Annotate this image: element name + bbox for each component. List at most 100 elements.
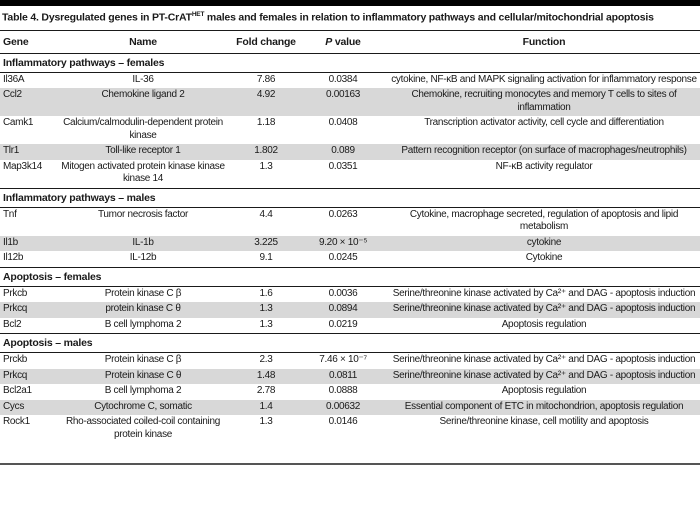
fold-change-cell: 4.4 [259,208,273,220]
name-cell: B cell lymphoma 2 [104,318,182,330]
name-cell: IL-1b [132,236,154,248]
gene-cell: Tlr1 [3,145,20,156]
table-title: Table 4. Dysregulated genes in PT-CrATHE… [0,6,700,31]
section-header: Inflammatory pathways – females [0,52,700,73]
p-value-cell: 0.0146 [328,416,358,427]
name-cell: Protein kinase C θ [104,369,182,381]
fold-change-cell: 1.4 [259,400,273,412]
gene-cell: Il1b [3,236,18,248]
function-cell: Cytokine [525,252,563,263]
fold-change-cell: 1.18 [256,117,276,128]
function-cell: Apoptosis regulation [501,385,587,396]
name-cell: IL-12b [129,252,157,263]
function-cell: NF-κB activity regulator [495,160,593,172]
name-cell: protein kinase C θ [105,303,181,314]
p-value-cell: 7.46 × 10⁻⁷ [319,354,367,365]
fold-change-cell: 3.225 [254,236,278,248]
function-cell: Apoptosis regulation [501,318,587,330]
column-header-function: Function [522,35,566,48]
name-cell: Cytochrome C, somatic [94,400,192,412]
function-cell: Pattern recognition receptor (on surface… [401,145,687,156]
column-header-row: Gene Name Fold change P value Function [0,31,700,53]
name-cell: Calcium/calmodulin-dependent protein kin… [63,117,223,141]
name-cell: Rho-associated coiled-coil containing pr… [66,416,220,440]
table-row: Prkcq protein kinase C θ 1.3 0.0894 Serine/t… [0,302,700,318]
function-cell: Serine/threonine kinase activated by Ca²… [392,303,696,314]
p-value-rest: value [332,35,361,48]
function-cell: Essential component of ETC in mitochondr… [404,400,684,412]
gene-cell: Il36A [3,73,25,85]
gene-cell: Bcl2a1 [3,385,32,396]
name-cell: Protein kinase C β [104,354,182,365]
p-value-cell: 0.0245 [328,252,358,263]
gene-cell: Tnf [3,208,17,220]
fold-change-cell: 9.1 [259,252,273,263]
p-value-cell: 0.089 [331,145,355,156]
p-value-cell: 0.0036 [328,287,358,299]
function-cell: Serine/threonine kinase activated by Ca²… [392,369,696,381]
table-row: Map3k14 Mitogen activated protein kinase … [0,159,700,188]
table-row: Il36A IL-36 7.86 0.0384 cytokine, NF-κB and … [0,72,700,88]
table-title-prefix: Table 4. Dysregulated genes in PT-CrAT [2,11,192,24]
table-row: Bcl2 B cell lymphoma 2 1.3 0.0219 Apoptosis … [0,317,700,333]
function-cell: Serine/threonine kinase activated by Ca²… [392,287,696,299]
fold-change-cell: 1.3 [259,303,273,314]
table-row: Tnf Tumor necrosis factor 4.4 0.0263 Cytokin… [0,207,700,236]
function-cell: Transcription activator activity, cell c… [424,117,664,128]
function-cell: cytokine [526,236,562,248]
function-cell: cytokine, NF-κB and MAPK signaling activ… [391,73,697,85]
function-cell: Cytokine, macrophage secreted, regulatio… [409,208,679,233]
name-cell: Protein kinase C β [104,287,182,299]
table-bottom-rule [0,463,700,465]
table-row: Tlr1 Toll-like receptor 1 1.802 0.089 Patter… [0,144,700,160]
p-value-cell: 0.0384 [328,73,358,85]
p-value-cell: 0.0263 [328,208,358,220]
section-header: Apoptosis – females [0,266,700,287]
fold-change-cell: 1.6 [259,287,273,299]
column-header-fold-change: Fold change [236,35,296,48]
table-row: Prkcq Protein kinase C θ 1.48 0.0811 Serine/… [0,368,700,384]
table-row: Il1b IL-1b 3.225 9.20 × 10⁻⁵ cytokine [0,235,700,251]
name-cell: IL-36 [132,73,154,85]
fold-change-cell: 1.3 [259,318,273,330]
table-row: Prckb Protein kinase C β 2.3 7.46 × 10⁻⁷ Ser… [0,353,700,369]
table-top-rule [0,0,700,6]
table-row: Ccl2 Chemokine ligand 2 4.92 0.00163 Chemoki… [0,88,700,116]
name-cell: Tumor necrosis factor [97,208,189,220]
table-row: Cycs Cytochrome C, somatic 1.4 0.00632 Essen… [0,399,700,415]
p-value-cell: 0.0408 [328,117,358,128]
fold-change-cell: 2.3 [259,354,273,365]
p-value-cell: 0.0219 [328,318,358,330]
fold-change-cell: 1.48 [256,369,276,381]
column-header-gene: Gene [3,35,29,48]
column-header-p-value: P value [298,36,388,48]
bottom-spacer [0,443,700,463]
fold-change-cell: 7.86 [256,73,276,85]
gene-cell: Prkcb [3,287,28,299]
fold-change-cell: 4.92 [256,89,276,100]
name-cell: Toll-like receptor 1 [105,145,181,156]
function-cell: Serine/threonine kinase activated by Ca²… [392,354,696,365]
column-header-name: Name [129,35,157,48]
table-title-superscript: HET [191,11,205,18]
p-value-cell: 0.0351 [328,160,358,172]
p-value-cell: 0.00163 [325,89,361,100]
p-value-italic-p: P [325,35,333,48]
gene-cell: Ccl2 [3,89,22,100]
gene-cell: Camk1 [3,117,34,128]
p-value-cell: 0.00632 [325,400,361,412]
gene-cell: Cycs [3,400,25,412]
p-value-cell: 0.0888 [328,385,358,396]
table-row: Rock1 Rho-associated coiled-coil containi… [0,415,700,443]
table-body: Inflammatory pathways – females Il36A IL-3… [0,52,700,443]
fold-change-cell: 1.802 [254,145,278,156]
name-cell: B cell lymphoma 2 [104,385,182,396]
name-cell: Chemokine ligand 2 [101,89,185,100]
gene-cell: Il12b [3,252,24,263]
fold-change-cell: 2.78 [256,385,276,396]
function-cell: Serine/threonine kinase, cell motility a… [439,416,649,427]
p-value-cell: 0.0894 [328,303,358,314]
function-cell: Chemokine, recruiting monocytes and memo… [411,89,677,113]
gene-cell: Rock1 [3,416,30,427]
table-title-suffix: males and females in relation to inflamm… [204,11,654,24]
